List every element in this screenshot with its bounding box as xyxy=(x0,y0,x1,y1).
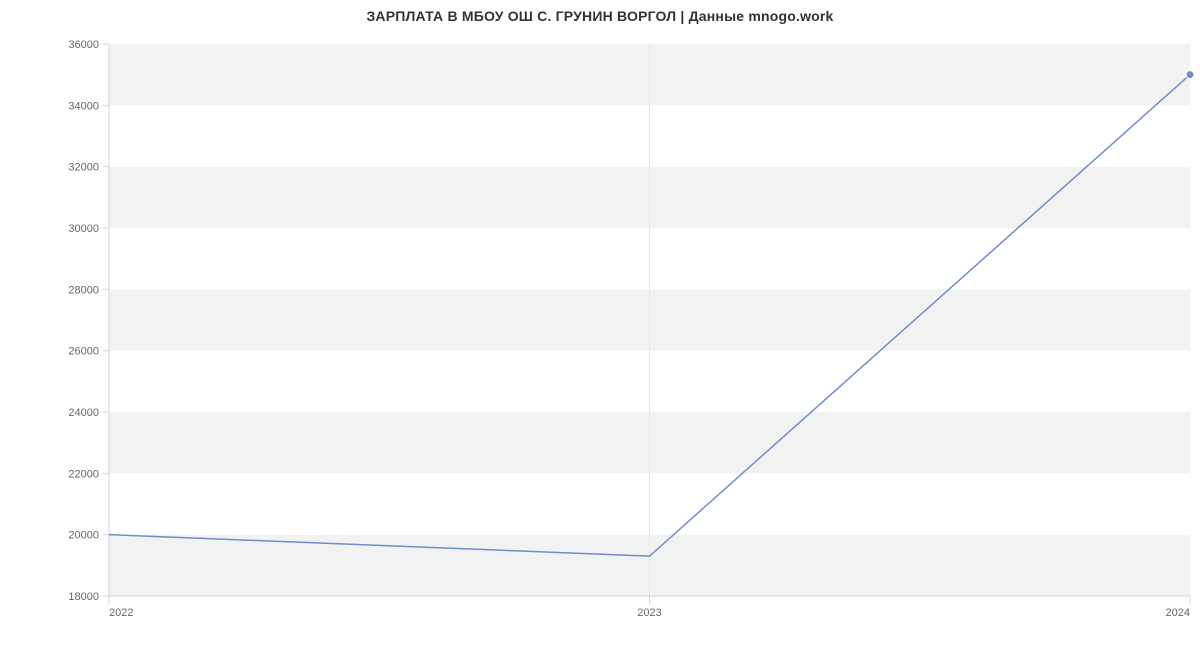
y-tick-label: 30000 xyxy=(68,223,99,235)
y-tick-label: 26000 xyxy=(68,346,99,358)
y-tick-label: 24000 xyxy=(68,407,99,419)
y-tick-label: 22000 xyxy=(68,468,99,480)
y-tick-label: 34000 xyxy=(68,100,99,112)
chart-title: ЗАРПЛАТА В МБОУ ОШ С. ГРУНИН ВОРГОЛ | Да… xyxy=(0,8,1200,24)
salary-line-chart: ЗАРПЛАТА В МБОУ ОШ С. ГРУНИН ВОРГОЛ | Да… xyxy=(0,0,1200,650)
y-tick-label: 36000 xyxy=(68,39,99,51)
y-tick-label: 20000 xyxy=(68,530,99,542)
chart-svg: 18000 20000 22000 24000 26000 28000 30000 32000… xyxy=(0,0,1200,650)
x-tick-label: 2023 xyxy=(637,607,661,619)
series-marker xyxy=(1186,71,1194,79)
x-tick-label: 2022 xyxy=(109,607,133,619)
y-tick-label: 32000 xyxy=(68,162,99,174)
y-tick-label: 28000 xyxy=(68,284,99,296)
x-tick-label: 2024 xyxy=(1166,607,1190,619)
y-tick-label: 18000 xyxy=(68,591,99,603)
